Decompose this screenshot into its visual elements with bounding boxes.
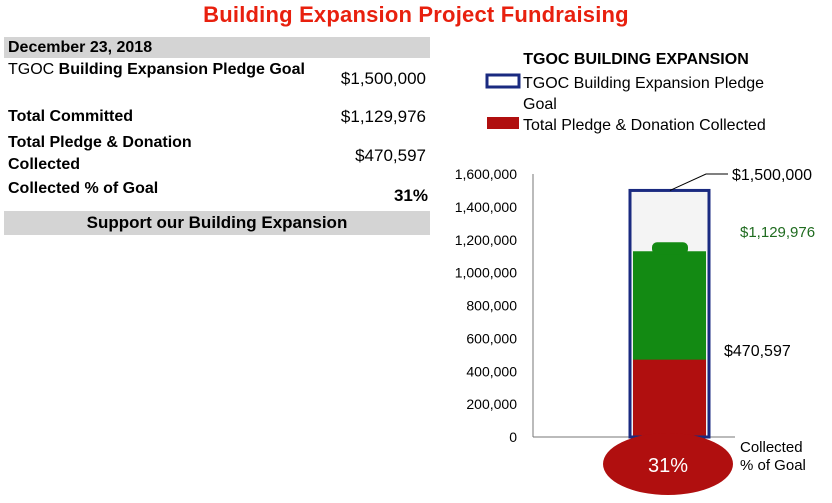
summary-value-total-committed: $1,129,976 bbox=[340, 107, 426, 126]
legend-label-collected: Total Pledge & Donation Collected bbox=[523, 117, 766, 134]
y-tick-label: 800,000 bbox=[466, 298, 517, 314]
legend-swatch-collected bbox=[487, 117, 519, 129]
y-tick-label: 1,400,000 bbox=[455, 199, 517, 215]
chart-title: TGOC BUILDING EXPANSION bbox=[523, 51, 749, 68]
bulb-caption: Collected % of Goal bbox=[740, 439, 807, 474]
y-tick-label: 1,000,000 bbox=[455, 265, 517, 281]
y-tick-label: 400,000 bbox=[466, 363, 517, 379]
summary-label-percent: Collected % of Goal bbox=[8, 180, 159, 197]
value-label-collected: $470,597 bbox=[724, 343, 791, 360]
summary-row-pledge-goal: TGOC Building Expansion Pledge Goal $1,5… bbox=[4, 58, 430, 106]
y-tick-label: 1,200,000 bbox=[455, 232, 517, 248]
y-tick-label: 600,000 bbox=[466, 330, 517, 346]
summary-row-percent: Collected % of Goal 31% bbox=[4, 178, 430, 208]
summary-row-total-committed: Total Committed $1,129,976 bbox=[4, 106, 430, 130]
summary-value-pledge-goal: $1,500,000 bbox=[340, 69, 426, 88]
summary-panel: December 23, 2018 TGOC Building Expansio… bbox=[4, 37, 430, 208]
summary-label-total-committed: Total Committed bbox=[8, 108, 134, 125]
page-title: Building Expansion Project Fundraising bbox=[203, 2, 629, 27]
bulb-percent-label: 31% bbox=[648, 455, 688, 477]
legend-swatch-pledge-goal bbox=[485, 73, 521, 89]
bar-committed-cap bbox=[652, 242, 688, 255]
summary-row-collected: Total Pledge & Donation Collected $470,5… bbox=[4, 130, 430, 178]
goal-leader-line bbox=[669, 173, 728, 191]
bar-collected bbox=[633, 359, 706, 437]
summary-label-pledge-goal: TGOC Building Expansion Pledge Goal bbox=[8, 59, 308, 81]
legend-label-pledge-goal: TGOC Building Expansion Pledge Goal bbox=[523, 75, 768, 113]
summary-value-percent: 31% bbox=[393, 186, 428, 205]
summary-label-collected: Total Pledge & Donation Collected bbox=[8, 134, 192, 173]
value-label-goal: $1,500,000 bbox=[732, 167, 812, 184]
pledge-goal-label: Building Expansion Pledge Goal bbox=[54, 61, 305, 78]
summary-value-collected: $470,597 bbox=[355, 146, 426, 165]
thermometer-bulb bbox=[603, 433, 733, 495]
y-tick-label: 0 bbox=[509, 429, 517, 445]
y-tick-label: 200,000 bbox=[466, 396, 517, 412]
tgoc-prefix: TGOC bbox=[8, 61, 55, 78]
support-banner: Support our Building Expansion bbox=[4, 211, 430, 235]
report-date: December 23, 2018 bbox=[4, 37, 430, 58]
value-label-committed: $1,129,976 bbox=[740, 224, 815, 241]
y-tick-label: 1,600,000 bbox=[455, 166, 517, 182]
